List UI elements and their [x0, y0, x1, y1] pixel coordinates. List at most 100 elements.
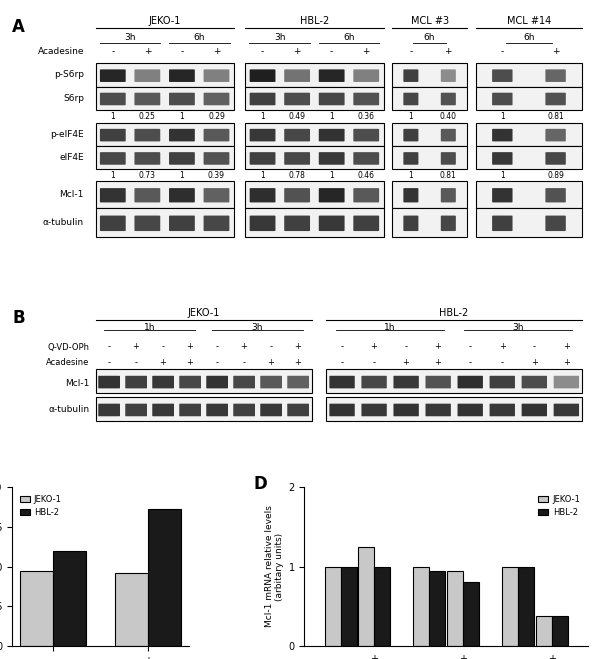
FancyBboxPatch shape [329, 376, 355, 388]
FancyBboxPatch shape [260, 404, 282, 416]
Legend: JEKO-1, HBL-2: JEKO-1, HBL-2 [16, 492, 65, 520]
FancyBboxPatch shape [403, 215, 418, 231]
FancyBboxPatch shape [403, 188, 418, 202]
Bar [476, 208, 582, 237]
FancyBboxPatch shape [353, 215, 379, 231]
Text: JEKO-1: JEKO-1 [148, 16, 181, 26]
FancyBboxPatch shape [100, 69, 126, 82]
FancyBboxPatch shape [319, 188, 344, 202]
Text: 1: 1 [110, 112, 115, 121]
FancyBboxPatch shape [441, 129, 456, 142]
Bar [476, 63, 582, 86]
FancyBboxPatch shape [233, 376, 255, 388]
Text: +: + [563, 358, 569, 367]
FancyBboxPatch shape [169, 69, 195, 82]
FancyBboxPatch shape [403, 93, 418, 105]
Text: JEKO-1: JEKO-1 [187, 308, 220, 318]
Text: 3h: 3h [512, 323, 524, 332]
Text: +: + [187, 358, 193, 367]
FancyBboxPatch shape [203, 93, 229, 105]
Text: +: + [213, 47, 220, 56]
FancyBboxPatch shape [458, 404, 483, 416]
Text: -: - [373, 358, 376, 367]
Text: -: - [111, 47, 115, 56]
Bar [325, 567, 341, 646]
FancyBboxPatch shape [521, 404, 547, 416]
Text: +: + [434, 358, 442, 367]
Bar [463, 583, 479, 646]
Text: +: + [143, 47, 151, 56]
Text: +: + [548, 654, 556, 659]
FancyBboxPatch shape [492, 188, 512, 202]
Text: 0.29: 0.29 [208, 112, 225, 121]
Text: +: + [434, 342, 442, 351]
Text: 1h: 1h [384, 323, 396, 332]
FancyBboxPatch shape [125, 404, 147, 416]
FancyBboxPatch shape [203, 215, 229, 231]
FancyBboxPatch shape [169, 215, 195, 231]
FancyBboxPatch shape [394, 404, 419, 416]
Text: eIF4E: eIF4E [59, 154, 84, 162]
Text: -: - [261, 47, 264, 56]
Text: -: - [107, 342, 110, 351]
Bar [502, 567, 518, 646]
Text: 0.36: 0.36 [358, 112, 375, 121]
Bar [53, 551, 86, 646]
FancyBboxPatch shape [441, 188, 456, 202]
FancyBboxPatch shape [361, 404, 387, 416]
FancyBboxPatch shape [492, 215, 512, 231]
Text: +: + [371, 342, 377, 351]
Bar [245, 181, 383, 208]
Bar [392, 63, 467, 86]
FancyBboxPatch shape [319, 69, 344, 82]
FancyBboxPatch shape [441, 152, 456, 165]
FancyBboxPatch shape [403, 152, 418, 165]
FancyBboxPatch shape [233, 404, 255, 416]
Text: -: - [161, 342, 164, 351]
FancyBboxPatch shape [134, 129, 160, 142]
FancyBboxPatch shape [152, 376, 174, 388]
Text: +: + [241, 342, 247, 351]
Text: MCL #14: MCL #14 [507, 16, 551, 26]
Text: 3h: 3h [124, 33, 136, 42]
FancyBboxPatch shape [458, 376, 483, 388]
FancyBboxPatch shape [250, 152, 275, 165]
FancyBboxPatch shape [134, 215, 160, 231]
Bar [95, 208, 234, 237]
Text: Mcl-1: Mcl-1 [59, 190, 84, 199]
FancyBboxPatch shape [545, 69, 566, 82]
Text: +: + [362, 47, 370, 56]
Bar [245, 146, 383, 169]
Text: p-eIF4E: p-eIF4E [50, 130, 84, 139]
FancyBboxPatch shape [284, 69, 310, 82]
Bar [358, 547, 374, 646]
FancyBboxPatch shape [100, 152, 126, 165]
Bar [245, 63, 383, 86]
Text: 0.89: 0.89 [547, 171, 564, 180]
FancyBboxPatch shape [425, 376, 451, 388]
Text: B: B [12, 308, 25, 327]
Text: +: + [133, 342, 139, 351]
Text: 6h: 6h [424, 33, 436, 42]
Bar [326, 369, 582, 393]
Text: -: - [469, 342, 472, 351]
Text: +: + [403, 358, 409, 367]
Text: -: - [404, 342, 407, 351]
Bar [95, 123, 234, 146]
FancyBboxPatch shape [353, 93, 379, 105]
FancyBboxPatch shape [260, 376, 282, 388]
Text: 0.49: 0.49 [289, 112, 305, 121]
Text: Q-VD-OPh: Q-VD-OPh [48, 343, 90, 352]
Text: 1: 1 [329, 171, 334, 180]
Text: 0.81: 0.81 [440, 171, 457, 180]
FancyBboxPatch shape [425, 404, 451, 416]
Bar [95, 63, 234, 86]
Text: MCL #3: MCL #3 [410, 16, 449, 26]
FancyBboxPatch shape [319, 93, 344, 105]
Bar [536, 616, 551, 646]
FancyBboxPatch shape [329, 404, 355, 416]
Text: HBL-2: HBL-2 [300, 16, 329, 26]
FancyBboxPatch shape [284, 93, 310, 105]
Bar [115, 573, 148, 646]
FancyBboxPatch shape [203, 69, 229, 82]
